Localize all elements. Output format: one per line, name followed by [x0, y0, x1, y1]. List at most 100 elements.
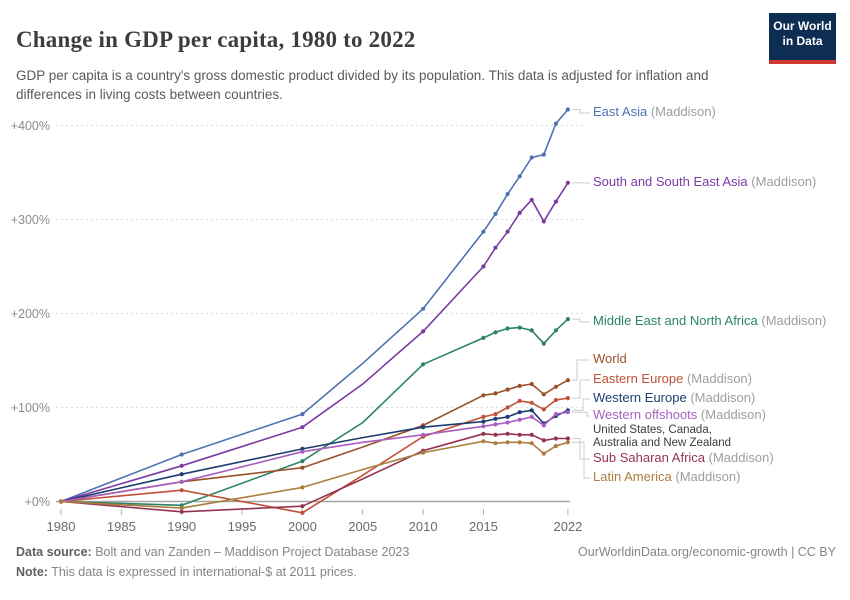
series-marker-western-europe: [421, 425, 426, 430]
series-marker-world: [565, 378, 571, 383]
series-name-western-europe: Western Europe: [593, 390, 687, 405]
series-marker-middle-east-and-north-africa: [517, 325, 522, 330]
series-marker-sub-saharan-africa: [565, 436, 571, 441]
series-marker-east-asia: [493, 211, 498, 216]
data-source-line: Data source: Bolt and van Zanden – Maddi…: [16, 542, 836, 562]
x-axis-label: 1995: [228, 519, 257, 534]
x-axis-label: 1980: [47, 519, 76, 534]
series-source-suffix: (Maddison): [683, 371, 752, 386]
note-text: This data is expressed in international-…: [47, 565, 357, 579]
x-axis-label: 2005: [348, 519, 377, 534]
series-label-world[interactable]: World: [593, 351, 627, 367]
series-marker-east-asia: [300, 412, 305, 417]
series-label-western-europe[interactable]: Western Europe (Maddison): [593, 390, 755, 406]
series-source-suffix: (Maddison): [686, 390, 756, 405]
chart-footer: Data source: Bolt and van Zanden – Maddi…: [16, 542, 836, 582]
y-axis-label: +100%: [11, 401, 50, 415]
series-marker-eastern-europe: [493, 412, 498, 417]
note-label: Note:: [16, 565, 48, 579]
series-name-middle-east-and-north-africa: Middle East and North Africa: [593, 313, 758, 328]
series-name-sub-saharan-africa: Sub Saharan Africa: [593, 450, 706, 465]
series-marker-south-and-south-east-asia: [481, 264, 486, 269]
owid-logo[interactable]: Our World in Data: [769, 13, 836, 64]
series-source-suffix: (Maddison): [697, 407, 766, 422]
series-source-suffix: (Maddison): [705, 450, 774, 465]
series-marker-sub-saharan-africa: [553, 436, 559, 441]
series-name-east-asia: East Asia: [593, 104, 648, 119]
series-label-eastern-europe[interactable]: Eastern Europe (Maddison): [593, 371, 752, 387]
series-marker-western-offshoots: [421, 432, 426, 437]
series-marker-eastern-europe: [505, 405, 510, 410]
series-marker-western-europe: [529, 408, 534, 413]
chart-subtitle: GDP per capita is a country's gross dome…: [16, 67, 709, 102]
series-marker-latin-america: [481, 439, 486, 444]
series-marker-eastern-europe: [565, 396, 571, 401]
series-marker-east-asia: [553, 121, 559, 126]
series-marker-western-offshoots: [517, 417, 522, 422]
series-label-east-asia[interactable]: East Asia (Maddison): [593, 104, 716, 120]
series-marker-latin-america: [553, 443, 559, 449]
x-axis-label: 1985: [107, 519, 136, 534]
label-connector-western-offshoots: [571, 411, 590, 417]
series-marker-world: [481, 393, 486, 398]
y-axis-label: +400%: [11, 119, 50, 133]
series-source-suffix: (Maddison): [757, 313, 827, 328]
x-axis-label: 2022: [553, 519, 582, 534]
series-marker-eastern-europe: [179, 488, 184, 493]
series-marker-middle-east-and-north-africa: [493, 330, 498, 335]
series-label-south-and-south-east-asia[interactable]: South and South East Asia (Maddison): [593, 174, 816, 190]
series-marker-latin-america: [517, 440, 522, 445]
series-marker-sub-saharan-africa: [493, 432, 498, 437]
series-marker-sub-saharan-africa: [517, 432, 522, 437]
series-marker-eastern-europe: [541, 407, 546, 412]
series-marker-middle-east-and-north-africa: [300, 459, 305, 464]
owid-logo-line1: Our World: [773, 19, 832, 33]
series-marker-east-asia: [505, 192, 510, 197]
series-source-suffix: (Maddison): [747, 174, 817, 189]
series-marker-south-and-south-east-asia: [421, 329, 426, 334]
series-marker-eastern-europe: [529, 400, 534, 405]
series-marker-sub-saharan-africa: [541, 438, 546, 443]
series-marker-western-offshoots: [300, 449, 305, 454]
note-line: Note: This data is expressed in internat…: [16, 562, 836, 582]
series-line-western-europe: [60, 409, 569, 503]
series-marker-south-and-south-east-asia: [179, 463, 184, 468]
series-marker-latin-america: [300, 485, 305, 490]
label-connector-world: [571, 359, 590, 381]
x-axis-label: 2010: [409, 519, 438, 534]
series-marker-south-and-south-east-asia: [565, 180, 571, 185]
series-label-middle-east-and-north-africa[interactable]: Middle East and North Africa (Maddison): [593, 313, 826, 329]
data-source-text: Bolt and van Zanden – Maddison Project D…: [91, 545, 410, 559]
series-marker-latin-america: [58, 499, 64, 504]
series-marker-world: [517, 383, 522, 388]
series-marker-western-europe: [517, 410, 522, 415]
series-label-sub-saharan-africa[interactable]: Sub Saharan Africa (Maddison): [593, 450, 774, 466]
x-axis-label: 2000: [288, 519, 317, 534]
series-marker-eastern-europe: [517, 398, 522, 403]
series-line-eastern-europe: [60, 397, 569, 514]
series-marker-middle-east-and-north-africa: [529, 328, 534, 333]
series-label-latin-america[interactable]: Latin America (Maddison): [593, 469, 740, 485]
series-marker-south-and-south-east-asia: [541, 219, 546, 224]
series-marker-south-and-south-east-asia: [529, 197, 534, 202]
series-marker-middle-east-and-north-africa: [553, 328, 559, 333]
series-marker-middle-east-and-north-africa: [541, 341, 546, 346]
y-axis-label: +0%: [25, 495, 50, 509]
y-axis-label: +300%: [11, 213, 50, 227]
series-line-sub-saharan-africa: [60, 432, 569, 513]
series-name-western-offshoots: Western offshoots: [593, 407, 698, 422]
series-marker-middle-east-and-north-africa: [421, 362, 426, 367]
series-marker-western-offshoots: [505, 420, 510, 425]
series-marker-eastern-europe: [300, 510, 305, 515]
series-marker-south-and-south-east-asia: [505, 229, 510, 234]
series-marker-sub-saharan-africa: [179, 509, 184, 514]
x-axis-label: 1990: [167, 519, 196, 534]
series-label-western-offshoots[interactable]: Western offshoots (Maddison) United State…: [593, 407, 766, 450]
owid-link[interactable]: OurWorldinData.org/economic-growth | CC …: [578, 545, 836, 559]
series-marker-south-and-south-east-asia: [493, 245, 498, 250]
series-marker-latin-america: [541, 451, 546, 456]
series-marker-western-europe: [493, 416, 498, 421]
series-marker-east-asia: [517, 174, 522, 179]
series-marker-latin-america: [179, 506, 184, 511]
